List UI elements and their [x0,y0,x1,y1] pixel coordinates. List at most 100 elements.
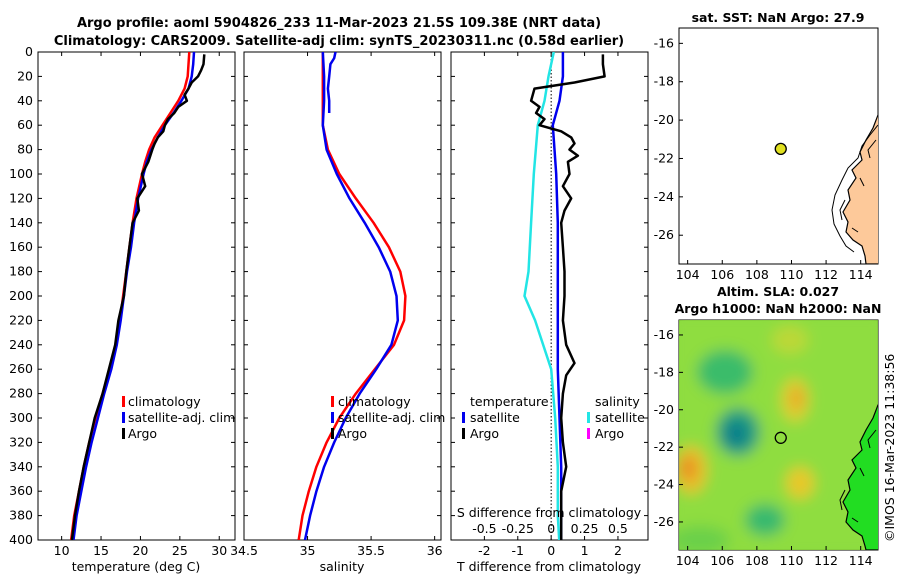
map-x-tick-label: 110 [780,553,804,568]
difference-xlabel: T difference from climatology [456,559,642,574]
map-y-tick-label: -20 [654,112,674,127]
x-tick-label: 35.5 [357,543,385,558]
sla-map-land [842,404,878,550]
y-tick-label: 320 [9,434,33,449]
difference-axes-box [450,51,649,541]
map-x-tick-label: 104 [676,553,700,568]
y-tick-label: 260 [9,361,33,376]
map-y-tick-label: -16 [654,35,674,50]
salinity-diff-tick-label: 0.5 [608,521,628,536]
y-tick-label: 240 [9,337,33,352]
salinity-panel: 34.5 35 35.5 36 salinity climatology satell… [230,51,445,574]
map-y-tick-label: -26 [654,227,674,242]
map-x-tick-label: 114 [849,267,873,282]
figure-title-line2: Climatology: CARS2009. Satellite-adj cli… [54,34,624,49]
sst-map-title: sat. SST: NaN Argo: 27.9 [692,10,865,25]
sla-map-coastline [839,429,877,523]
sla-high-northeast-core [790,386,804,410]
legend-temperature-title: temperature [470,394,549,409]
sst-map-bathymetry-contour [831,124,878,253]
y-tick-label: 180 [9,264,33,279]
y-tick-label: 20 [17,68,33,83]
sla-map-panel: Altim. SLA: 0.027 Argo h1000: NaN h2000:… [654,284,882,568]
y-tick-label: 120 [9,190,33,205]
x-tick-label: -2 [478,543,490,558]
y-tick-label: 340 [9,459,33,474]
imos-credit: ©IMOS 16-Mar-2023 11:38:56 [882,354,897,542]
map-y-tick-label: -22 [654,150,674,165]
sla-high-west-core [680,456,696,480]
map-y-tick-label: -22 [654,439,674,454]
legend-climatology-label: climatology [128,394,201,409]
sst-map-panel: sat. SST: NaN Argo: 27.9 104 106 108 110 112… [654,10,879,282]
x-tick-label: 10 [54,543,70,558]
x-tick-label: 0 [547,543,555,558]
map-x-tick-label: 106 [710,267,734,282]
sst-map-coastline [839,139,877,233]
map-y-tick-label: -26 [654,514,674,529]
temperature-argo-diff-line [529,54,606,540]
x-tick-label: 36 [427,543,443,558]
difference-salinity-axis-label: S difference from climatology [457,505,642,520]
salinity-diff-tick-label: 0.25 [571,521,599,536]
temperature-xlabel: temperature (deg C) [72,559,201,574]
temperature-legend: climatology satellite-adj. clim Argo [122,394,235,441]
figure-title-line1: Argo profile: aoml 5904826_233 11-Mar-20… [77,16,601,31]
y-tick-label: 300 [9,410,33,425]
salinity-xlabel: salinity [320,559,365,574]
legend-argo-marker [122,428,125,439]
legend-argo-marker [331,428,334,439]
map-y-tick-label: -24 [654,477,674,492]
map-x-tick-label: 112 [814,553,838,568]
y-tick-label: 200 [9,288,33,303]
x-tick-label: 2 [614,543,622,558]
map-x-tick-label: 110 [780,267,804,282]
argo-line [70,54,206,540]
sla-low-south [745,504,785,536]
y-tick-label: 80 [17,142,33,157]
legend-satellite-label: satellite-adj. clim [338,410,445,425]
x-tick-label: 15 [93,543,109,558]
salinity-diff-tick-label: -0.5 [472,521,496,536]
temperature-axes-box [37,51,236,541]
map-x-tick-label: 106 [710,553,734,568]
y-tick-label: 220 [9,312,33,327]
x-tick-label: 1 [581,543,589,558]
map-y-tick-label: -18 [654,74,674,89]
x-tick-label: 25 [172,543,188,558]
map-x-tick-label: 108 [745,553,769,568]
sla-high-north [772,326,808,354]
sla-field [679,320,878,550]
map-y-tick-label: -16 [654,327,674,342]
y-tick-label: 100 [9,166,33,181]
satellite-clim-line [303,52,400,540]
legend-climatology-marker [331,396,334,407]
argo-location-marker [774,142,787,156]
x-tick-label: 35 [300,543,316,558]
legend-satellite-marker [331,412,334,423]
sla-low-center-core [725,422,747,446]
sla-map-title-line1: Altim. SLA: 0.027 [717,284,839,299]
satellite-clim-line [72,52,196,540]
legend-s-argo-label: Argo [595,426,624,441]
sla-green-south [679,526,730,550]
y-tick-label: 160 [9,239,33,254]
map-y-tick-label: -18 [654,364,674,379]
legend-t-satellite-label: satellite [470,410,520,425]
map-x-tick-label: 114 [849,553,873,568]
x-tick-label: -1 [512,543,524,558]
sla-map-title-line2: Argo h1000: NaN h2000: NaN [675,301,882,316]
y-tick-label: 400 [9,532,33,547]
y-tick-label: 40 [17,93,33,108]
sla-high-east [786,467,814,499]
legend-t-satellite-marker [462,412,465,423]
map-x-tick-label: 108 [745,267,769,282]
y-tick-label: 0 [25,44,33,59]
legend-argo-label: Argo [338,426,367,441]
sla-low-north [697,350,753,394]
y-tick-label: 380 [9,508,33,523]
legend-climatology-marker [122,396,125,407]
legend-satellite-label: satellite-adj. clim [128,410,235,425]
